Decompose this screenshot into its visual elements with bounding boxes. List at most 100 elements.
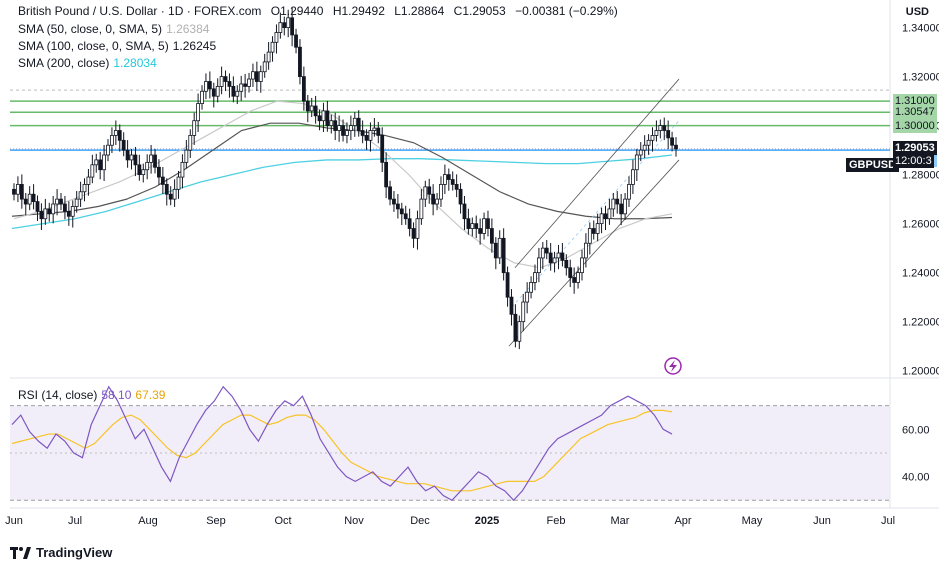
candle-body — [533, 272, 537, 283]
candle-body — [611, 198, 616, 210]
rsi-line — [11, 385, 673, 502]
bar-countdown-tag: 12:00:3 — [893, 153, 934, 168]
candle-body — [403, 213, 408, 220]
candle-body — [254, 71, 259, 82]
candle-body — [16, 184, 20, 195]
time-tick-label: Dec — [410, 515, 430, 527]
candle-body — [239, 83, 244, 92]
candle-body — [12, 188, 16, 195]
candle-body — [627, 184, 631, 200]
candle-body — [251, 71, 255, 80]
channel-upper-line — [514, 78, 680, 268]
candle-body — [368, 130, 373, 141]
candle-body — [106, 144, 110, 156]
sma100-legend[interactable]: SMA (100, close, 0, SMA, 5) 1.26245 — [18, 39, 216, 53]
candle-body — [133, 154, 138, 166]
candle-body — [572, 277, 577, 283]
candle-body — [298, 46, 302, 78]
candle-body — [188, 135, 193, 151]
candle-body — [110, 135, 114, 146]
candle-body — [309, 105, 314, 112]
candle-body — [102, 154, 106, 171]
candle-body — [411, 228, 416, 239]
candle-body — [513, 313, 518, 342]
candle-body — [145, 161, 150, 171]
candle-body — [219, 76, 224, 87]
candle-body — [149, 154, 154, 163]
candle-body — [380, 135, 385, 163]
sma200-legend[interactable]: SMA (200, close) 1.28034 — [18, 56, 157, 70]
candle-body — [235, 90, 240, 97]
candle-body — [164, 184, 169, 195]
candle-body — [98, 159, 103, 171]
rsi-legend[interactable]: RSI (14, close) 58.10 67.39 — [18, 388, 165, 402]
currency-label[interactable]: USD — [905, 6, 929, 18]
candle-body — [172, 188, 177, 200]
candle-body — [356, 117, 361, 131]
candle-body — [548, 252, 553, 264]
candle-body — [337, 125, 342, 131]
candle-body — [59, 198, 63, 205]
candle-body — [192, 120, 197, 136]
candle-body — [642, 144, 647, 151]
candle-body — [35, 201, 40, 212]
candle-body — [290, 17, 295, 36]
candle-body — [415, 218, 420, 239]
candle-body — [31, 193, 36, 202]
sma50-legend[interactable]: SMA (50, close, 0, SMA, 5) 1.26384 — [18, 22, 209, 36]
candle-body — [294, 34, 298, 48]
candle-body — [137, 164, 142, 176]
close-value: 1.29053 — [462, 4, 506, 18]
tradingview-logo[interactable]: TradingView — [10, 545, 112, 560]
candle-body — [113, 130, 118, 136]
candle-body — [462, 203, 467, 220]
price-level-tag: 1.31000 — [893, 94, 937, 109]
price-tick-label: 1.28000 — [902, 170, 939, 182]
candle-body — [654, 130, 659, 136]
candle-body — [352, 117, 357, 127]
price-tick-label: 1.22000 — [902, 317, 939, 329]
candle-body — [634, 154, 639, 171]
candle-body — [439, 184, 443, 200]
candle-body — [94, 159, 99, 166]
rsi-tick-label: 60.00 — [902, 424, 930, 436]
candle-body — [23, 198, 28, 205]
candle-body — [454, 184, 459, 190]
candle-body — [333, 120, 338, 131]
symbol-title: British Pound / U.S. Dollar · 1D · FOREX… — [18, 4, 262, 18]
candle-body — [47, 208, 52, 215]
candle-body — [286, 17, 291, 29]
rsi-tick-label: 40.00 — [902, 472, 930, 484]
time-tick-label: Mar — [611, 515, 630, 527]
rsi-ma-value: 67.39 — [135, 388, 166, 402]
candle-body — [584, 242, 588, 259]
candle-body — [564, 259, 569, 269]
symbol-tag: GBPUSD — [846, 158, 900, 172]
candle-body — [619, 203, 624, 215]
candle-body — [86, 176, 91, 185]
candle-body — [631, 169, 635, 185]
candle-body — [478, 228, 483, 234]
candle-body — [262, 61, 267, 73]
candle-body — [607, 208, 612, 220]
candle-body — [184, 149, 189, 163]
candle-body — [576, 272, 580, 283]
candle-body — [427, 186, 432, 195]
candle-body — [568, 267, 573, 278]
candle-body — [341, 125, 345, 136]
candle-body — [325, 110, 330, 127]
last-price-tag: 1.29053 — [893, 140, 937, 155]
candles-group — [12, 7, 678, 350]
candle-body — [435, 198, 439, 205]
price-tick-label: 1.24000 — [902, 268, 939, 280]
high-value: 1.29492 — [341, 4, 385, 18]
candle-body — [623, 198, 627, 215]
candle-body — [63, 203, 67, 212]
rsi-ma-line — [11, 409, 673, 492]
candle-body — [121, 139, 126, 151]
candle-body — [603, 213, 608, 220]
price-level-tag: 1.30000 — [893, 118, 937, 133]
low-label: L — [394, 4, 401, 18]
candle-body — [521, 301, 526, 323]
